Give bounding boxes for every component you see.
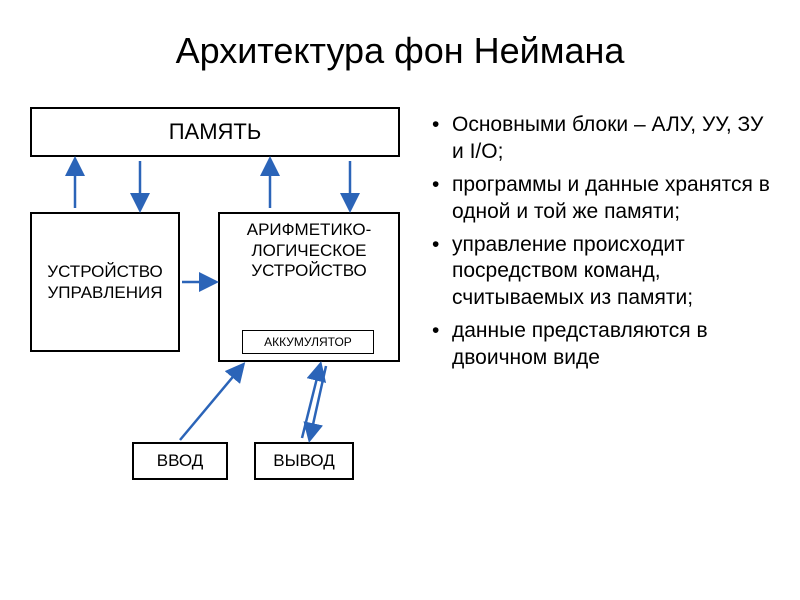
node-output: ВЫВОД: [254, 442, 354, 480]
node-control-unit: УСТРОЙСТВО УПРАВЛЕНИЯ: [30, 212, 180, 352]
node-input: ВВОД: [132, 442, 228, 480]
bullet-item: программы и данные хранятся в одной и то…: [432, 172, 770, 226]
page-title: Архитектура фон Неймана: [0, 0, 800, 82]
node-alu-line3: УСТРОЙСТВО: [251, 261, 366, 282]
bullet-item: Основными блоки – АЛУ, УУ, ЗУ и I/O;: [432, 112, 770, 166]
bullet-item: данные представляются в двоичном виде: [432, 318, 770, 372]
node-alu-line1: АРИФМЕТИКО-: [247, 220, 372, 241]
node-accumulator: АККУМУЛЯТОР: [242, 330, 374, 354]
von-neumann-diagram: ПАМЯТЬ УСТРОЙСТВО УПРАВЛЕНИЯ АРИФМЕТИКО-…: [20, 82, 410, 512]
bullet-list: Основными блоки – АЛУ, УУ, ЗУ и I/O; про…: [410, 82, 780, 512]
node-alu-line2: ЛОГИЧЕСКОЕ: [251, 241, 366, 262]
content-row: ПАМЯТЬ УСТРОЙСТВО УПРАВЛЕНИЯ АРИФМЕТИКО-…: [0, 82, 800, 512]
bullet-item: управление происходит посредством команд…: [432, 232, 770, 313]
node-cu-label: УСТРОЙСТВО УПРАВЛЕНИЯ: [32, 261, 178, 304]
node-memory: ПАМЯТЬ: [30, 107, 400, 157]
